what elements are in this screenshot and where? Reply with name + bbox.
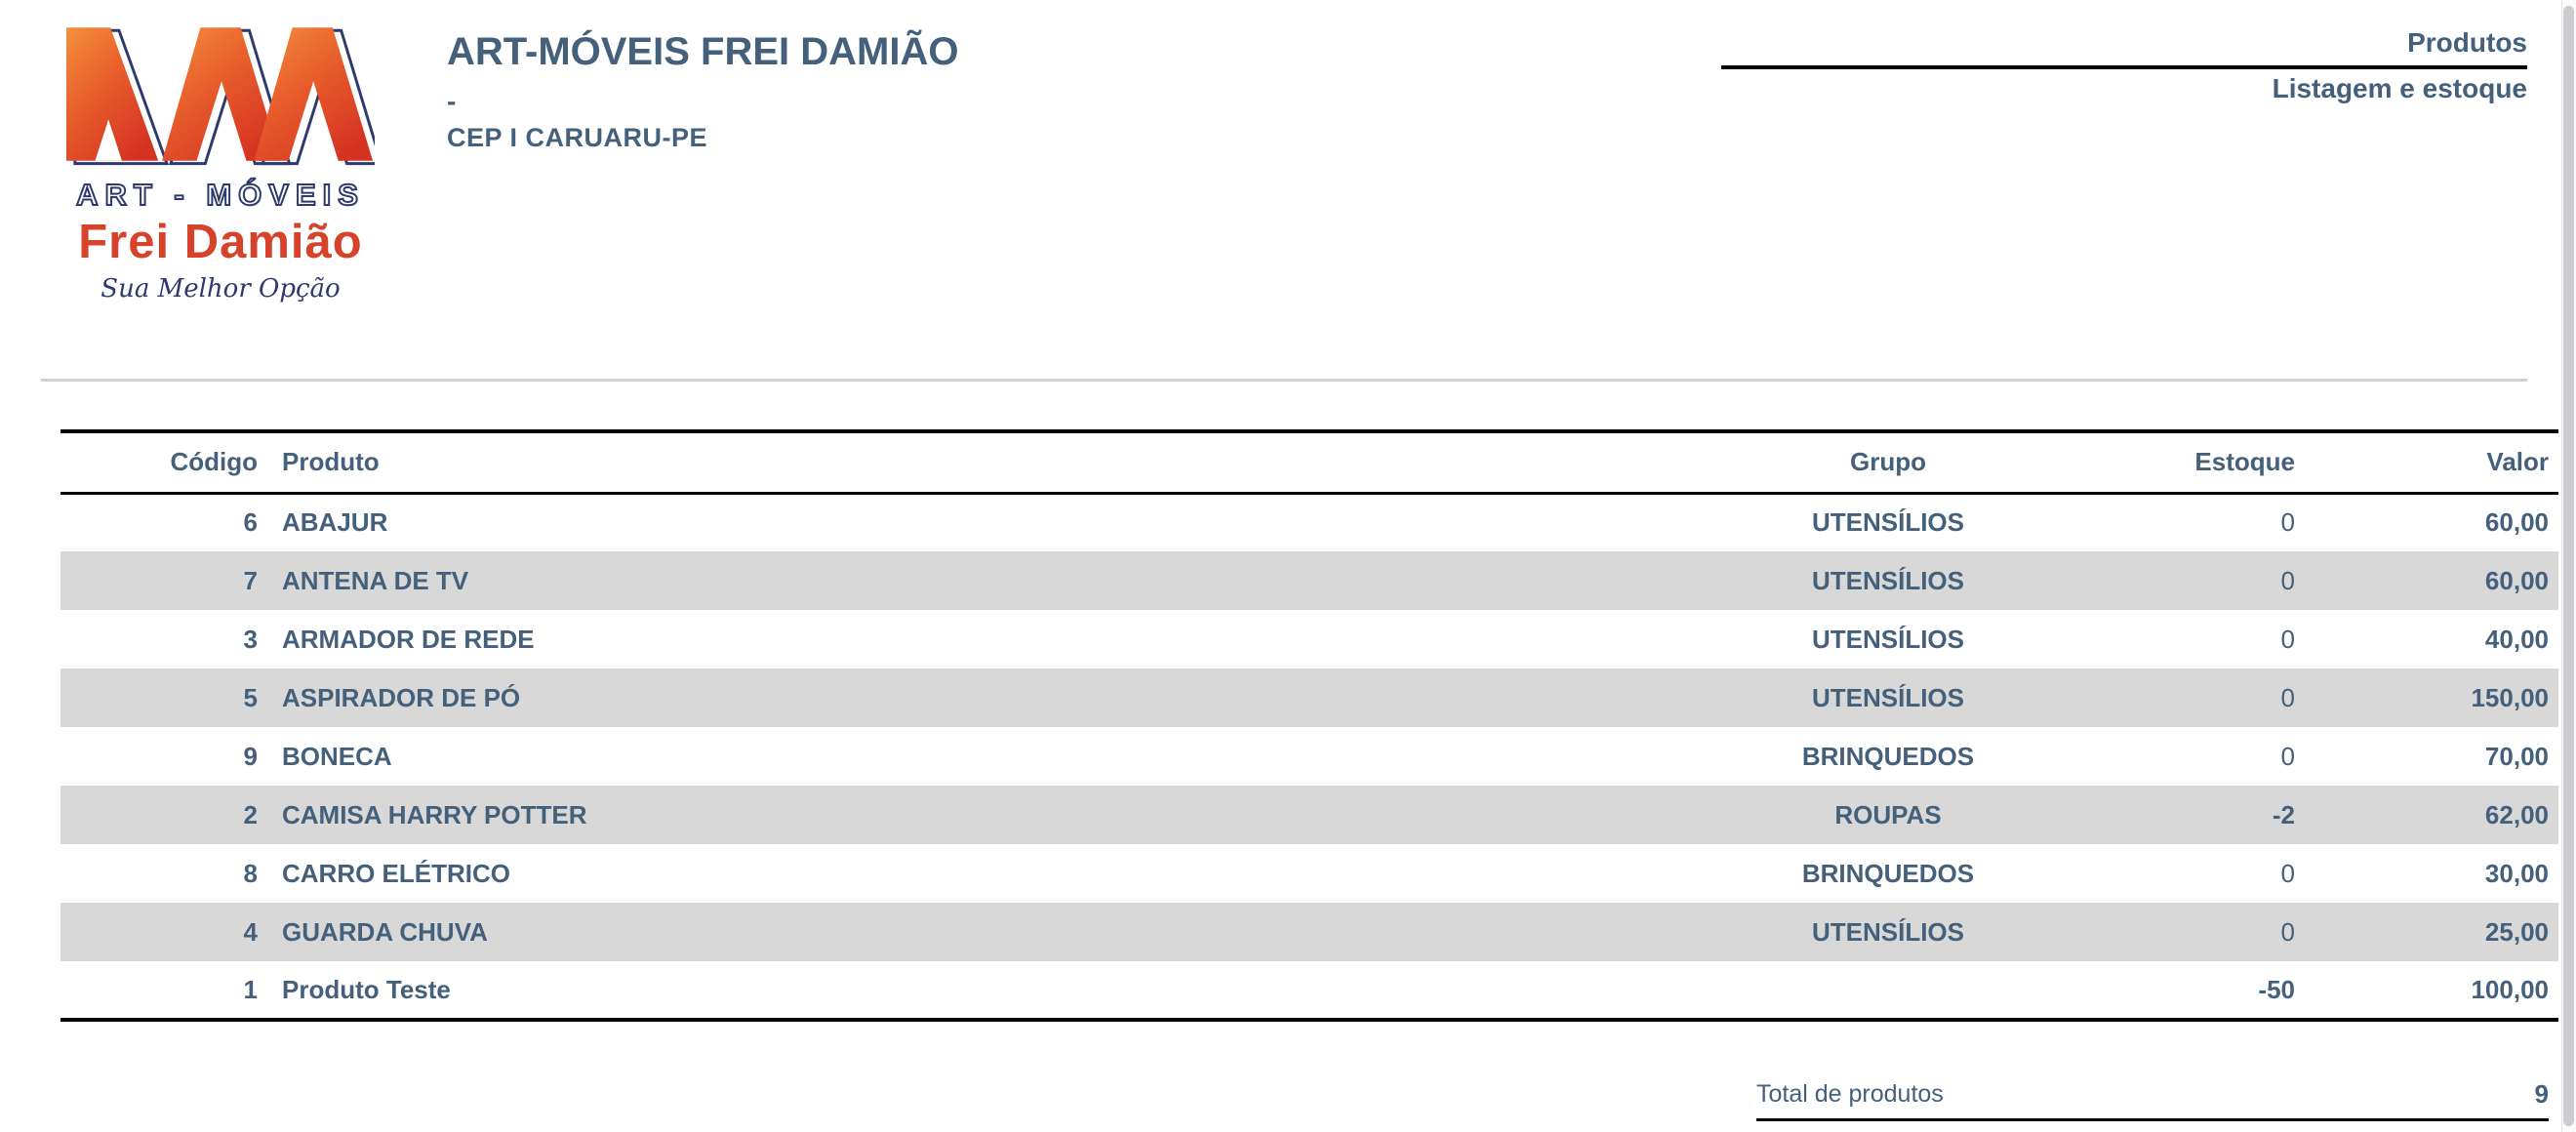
- cell-valor: 60,00: [2484, 507, 2549, 538]
- table-header: Código Produto Grupo Estoque Valor: [60, 431, 2558, 493]
- cell-produto: CAMISA HARRY POTTER: [282, 799, 587, 829]
- cell-valor: 62,00: [2484, 799, 2549, 829]
- column-header-grupo: Grupo: [1850, 447, 1926, 477]
- cell-estoque: -2: [2272, 799, 2295, 829]
- table-row: 9 BONECA BRINQUEDOS 0 70,00: [60, 727, 2558, 786]
- table-row: 7 ANTENA DE TV UTENSÍLIOS 0 60,00: [60, 551, 2558, 610]
- cell-produto: Produto Teste: [282, 974, 451, 1004]
- cell-estoque: 0: [2280, 916, 2295, 947]
- company-logo: ART - MÓVEIS Frei Damião Sua Melhor Opçã…: [57, 21, 384, 303]
- table-row: 4 GUARDA CHUVA UTENSÍLIOS 0 25,00: [60, 903, 2558, 961]
- report-head: Produtos Listagem e estoque: [1721, 27, 2527, 104]
- table-body: 6 ABAJUR UTENSÍLIOS 0 60,00 7 ANTENA DE …: [60, 493, 2558, 1020]
- table-row: 5 ASPIRADOR DE PÓ UTENSÍLIOS 0 150,00: [60, 668, 2558, 727]
- cell-produto: BONECA: [282, 741, 392, 771]
- cell-grupo: UTENSÍLIOS: [1811, 565, 1964, 595]
- cell-produto: CARRO ELÉTRICO: [282, 858, 510, 888]
- cell-valor: 40,00: [2484, 624, 2549, 654]
- logo-text-art-moveis: ART - MÓVEIS: [75, 177, 365, 213]
- cell-estoque: 0: [2280, 741, 2295, 771]
- cell-valor: 70,00: [2484, 741, 2549, 771]
- cell-produto: ASPIRADOR DE PÓ: [282, 682, 521, 712]
- cell-valor: 25,00: [2484, 916, 2549, 947]
- column-header-produto: Produto: [282, 447, 380, 477]
- table-row: 3 ARMADOR DE REDE UTENSÍLIOS 0 40,00: [60, 610, 2558, 668]
- cell-valor: 60,00: [2484, 565, 2549, 595]
- cell-produto: ANTENA DE TV: [282, 565, 469, 595]
- table-row: 8 CARRO ELÉTRICO BRINQUEDOS 0 30,00: [60, 844, 2558, 903]
- report-subtitle: Listagem e estoque: [2272, 73, 2527, 103]
- cell-estoque: 0: [2280, 624, 2295, 654]
- cell-estoque: 0: [2280, 858, 2295, 888]
- cell-codigo: 4: [243, 916, 258, 947]
- company-header: ART-MÓVEIS FREI DAMIÃO - CEP I CARUARU-P…: [447, 29, 958, 153]
- cell-codigo: 3: [243, 624, 258, 654]
- total-label: Total de produtos: [1756, 1079, 1944, 1108]
- column-header-codigo: Código: [170, 447, 258, 477]
- table-row: 1 Produto Teste -50 100,00: [60, 961, 2558, 1020]
- cell-estoque: 0: [2280, 682, 2295, 712]
- logo-text-frei-damiao: Frei Damião: [78, 216, 363, 268]
- cell-codigo: 6: [243, 507, 258, 538]
- table-row: 2 CAMISA HARRY POTTER ROUPAS -2 62,00: [60, 786, 2558, 844]
- cell-codigo: 8: [243, 858, 258, 888]
- cell-estoque: 0: [2280, 565, 2295, 595]
- cell-codigo: 9: [243, 741, 258, 771]
- cell-codigo: 1: [243, 974, 258, 1004]
- cell-grupo: UTENSÍLIOS: [1811, 916, 1964, 947]
- company-dash: -: [447, 86, 457, 116]
- cell-valor: 150,00: [2471, 682, 2549, 712]
- logo-tagline: Sua Melhor Opção: [101, 274, 341, 303]
- cell-grupo: ROUPAS: [1834, 799, 1942, 829]
- cell-estoque: -50: [2258, 974, 2295, 1004]
- scrollbar-thumb[interactable]: [2563, 6, 2574, 1126]
- vertical-scrollbar[interactable]: [2561, 0, 2576, 1132]
- cell-grupo: UTENSÍLIOS: [1811, 682, 1964, 712]
- table-row: 6 ABAJUR UTENSÍLIOS 0 60,00: [60, 493, 2558, 551]
- cell-grupo: [1610, 961, 2166, 1020]
- cell-grupo: BRINQUEDOS: [1801, 858, 1975, 888]
- cell-codigo: 2: [243, 799, 258, 829]
- cell-grupo: UTENSÍLIOS: [1811, 507, 1964, 538]
- column-header-estoque: Estoque: [2194, 447, 2295, 477]
- cell-codigo: 5: [243, 682, 258, 712]
- cell-valor: 30,00: [2484, 858, 2549, 888]
- cell-codigo: 7: [243, 565, 258, 595]
- cell-estoque: 0: [2280, 507, 2295, 538]
- cell-produto: ABAJUR: [282, 507, 388, 538]
- column-header-valor: Valor: [2486, 447, 2549, 477]
- header-divider: [41, 379, 2527, 382]
- total-value: 9: [2534, 1078, 2549, 1109]
- company-title: ART-MÓVEIS FREI DAMIÃO: [447, 30, 959, 73]
- table-header-row: Código Produto Grupo Estoque Valor: [60, 431, 2558, 493]
- products-table: Código Produto Grupo Estoque Valor 6 ABA…: [60, 429, 2558, 1022]
- cell-produto: GUARDA CHUVA: [282, 916, 488, 947]
- cell-grupo: UTENSÍLIOS: [1811, 624, 1964, 654]
- cell-grupo: BRINQUEDOS: [1801, 741, 1975, 771]
- report-title: Produtos: [1721, 27, 2527, 69]
- cell-produto: ARMADOR DE REDE: [282, 624, 535, 654]
- company-location: CEP I CARUARU-PE: [447, 123, 708, 152]
- cell-valor: 100,00: [2471, 974, 2549, 1004]
- logo-am-monogram-icon: [66, 27, 375, 166]
- total-row: Total de produtos 9: [1756, 1070, 2549, 1121]
